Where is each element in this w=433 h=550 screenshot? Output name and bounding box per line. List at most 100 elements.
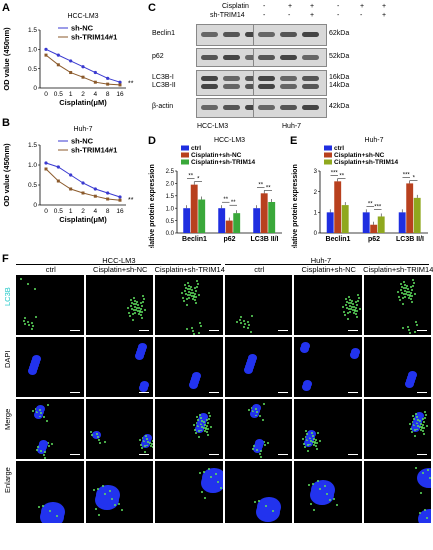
- microscopy-column-label: ctrl: [45, 265, 56, 274]
- microscopy-image: [294, 337, 362, 397]
- lc3b-puncta: [401, 327, 404, 329]
- lc3b-puncta: [206, 425, 208, 427]
- lc3b-puncta: [133, 312, 136, 314]
- cisplatin-sign: +: [360, 3, 365, 10]
- lc3b-puncta: [348, 308, 350, 310]
- lc3b-puncta: [257, 500, 260, 502]
- lc3b-puncta: [208, 412, 210, 414]
- lc3b-puncta: [411, 415, 414, 417]
- bar: [253, 208, 261, 233]
- lc3b-puncta: [36, 449, 38, 451]
- molecular-weight-label: 62kDa: [329, 30, 350, 37]
- data-point: [81, 181, 85, 185]
- lc3b-puncta: [411, 285, 414, 287]
- lc3b-puncta: [326, 493, 328, 495]
- lc3b-puncta: [421, 430, 424, 432]
- lc3b-puncta: [305, 430, 307, 432]
- lc3b-puncta: [336, 504, 338, 506]
- x-tick-label: 2: [81, 208, 85, 215]
- legend-label: sh-TRIM14#1: [71, 146, 117, 155]
- nucleus: [351, 348, 360, 356]
- lc3b-puncta: [195, 302, 197, 304]
- protein-label: LC3B-I: [152, 74, 174, 81]
- nucleus: [95, 485, 120, 506]
- protein-band: [280, 105, 297, 110]
- legend-swatch: [324, 159, 332, 165]
- lc3b-puncta: [402, 287, 405, 289]
- protein-band: [280, 32, 297, 37]
- y-axis-label: OD value (450nm): [2, 27, 11, 91]
- lc3b-puncta: [354, 309, 356, 311]
- bar-chart-hcc-lm3: HCC-LM3 ctrlCisplatin+sh-NCCisplatin+sh-T…: [149, 137, 282, 248]
- lc3b-puncta: [97, 514, 100, 516]
- lc3b-puncta: [329, 499, 331, 501]
- lc3b-puncta: [243, 323, 246, 325]
- cisplatin-sign: -: [337, 3, 340, 10]
- blot-strip: [253, 98, 327, 118]
- lc3b-puncta: [136, 304, 139, 306]
- lc3b-puncta: [403, 284, 406, 286]
- lc3b-puncta: [425, 517, 428, 519]
- y-tick-label: 0: [314, 231, 318, 237]
- lc3b-puncta: [132, 297, 135, 299]
- lc3b-puncta: [258, 453, 261, 455]
- microscopy-image: [85, 337, 153, 397]
- protein-band: [258, 54, 275, 60]
- lc3b-puncta: [145, 438, 148, 440]
- lc3b-puncta: [404, 293, 407, 295]
- data-point: [118, 195, 122, 199]
- lc3b-puncta: [356, 310, 358, 312]
- lc3b-puncta: [350, 308, 352, 310]
- x-tick-label: 8: [106, 91, 110, 98]
- lc3b-puncta: [193, 295, 195, 297]
- panel-label-F: F: [2, 253, 9, 265]
- protein-band: [223, 32, 240, 37]
- nucleus: [199, 413, 208, 421]
- lc3b-puncta: [252, 445, 255, 447]
- x-tick-label: p62: [223, 236, 235, 243]
- lc3b-puncta: [199, 414, 201, 416]
- lc3b-puncta: [89, 431, 92, 433]
- lc3b-puncta: [103, 493, 106, 495]
- data-point: [106, 197, 110, 201]
- data-point: [69, 187, 73, 191]
- legend-label: Cisplatin+sh-TRIM14: [334, 159, 398, 166]
- sh-trim14-row-label: sh-TRIM14: [210, 12, 245, 19]
- lc3b-puncta: [208, 418, 210, 420]
- data-point: [106, 76, 110, 80]
- lc3b-puncta: [139, 308, 142, 310]
- blot-cell-label-huh-7: Huh-7: [282, 123, 302, 130]
- lc3b-puncta: [38, 506, 40, 508]
- data-point: [106, 82, 110, 86]
- microscopy-image: [294, 461, 362, 523]
- lc3b-puncta: [201, 420, 203, 422]
- lc3b-puncta: [183, 300, 185, 302]
- microscopy-column-label: ctrl: [254, 265, 265, 274]
- lc3b-puncta: [98, 442, 101, 444]
- nucleus: [192, 372, 201, 380]
- lc3b-puncta: [408, 295, 411, 297]
- scale-bar: [347, 453, 358, 455]
- lc3b-puncta: [146, 441, 149, 443]
- lc3b-puncta: [191, 295, 193, 297]
- blot-cell-label-hcc-lm3: HCC-LM3: [197, 123, 229, 130]
- significance-mark: **: [188, 174, 193, 180]
- lc3b-puncta: [130, 308, 133, 310]
- lc3b-puncta: [186, 304, 188, 306]
- lc3b-puncta: [195, 432, 197, 434]
- lc3b-puncta: [346, 301, 348, 303]
- lc3b-puncta: [27, 283, 29, 285]
- lc3b-puncta: [399, 283, 402, 285]
- panel-label-C: C: [148, 2, 156, 14]
- microscopy-image: [224, 337, 292, 397]
- x-tick-label: 2: [81, 91, 85, 98]
- lc3b-puncta: [414, 321, 417, 323]
- lc3b-puncta: [206, 419, 208, 421]
- x-axis-label: Cisplatin(μM): [59, 215, 107, 224]
- data-point: [81, 65, 85, 69]
- x-tick-label: 1: [69, 91, 73, 98]
- microscopy-image: [16, 275, 84, 335]
- microscopy-image: [155, 337, 223, 397]
- lc3b-puncta: [204, 424, 206, 426]
- lc3b-puncta: [409, 298, 412, 300]
